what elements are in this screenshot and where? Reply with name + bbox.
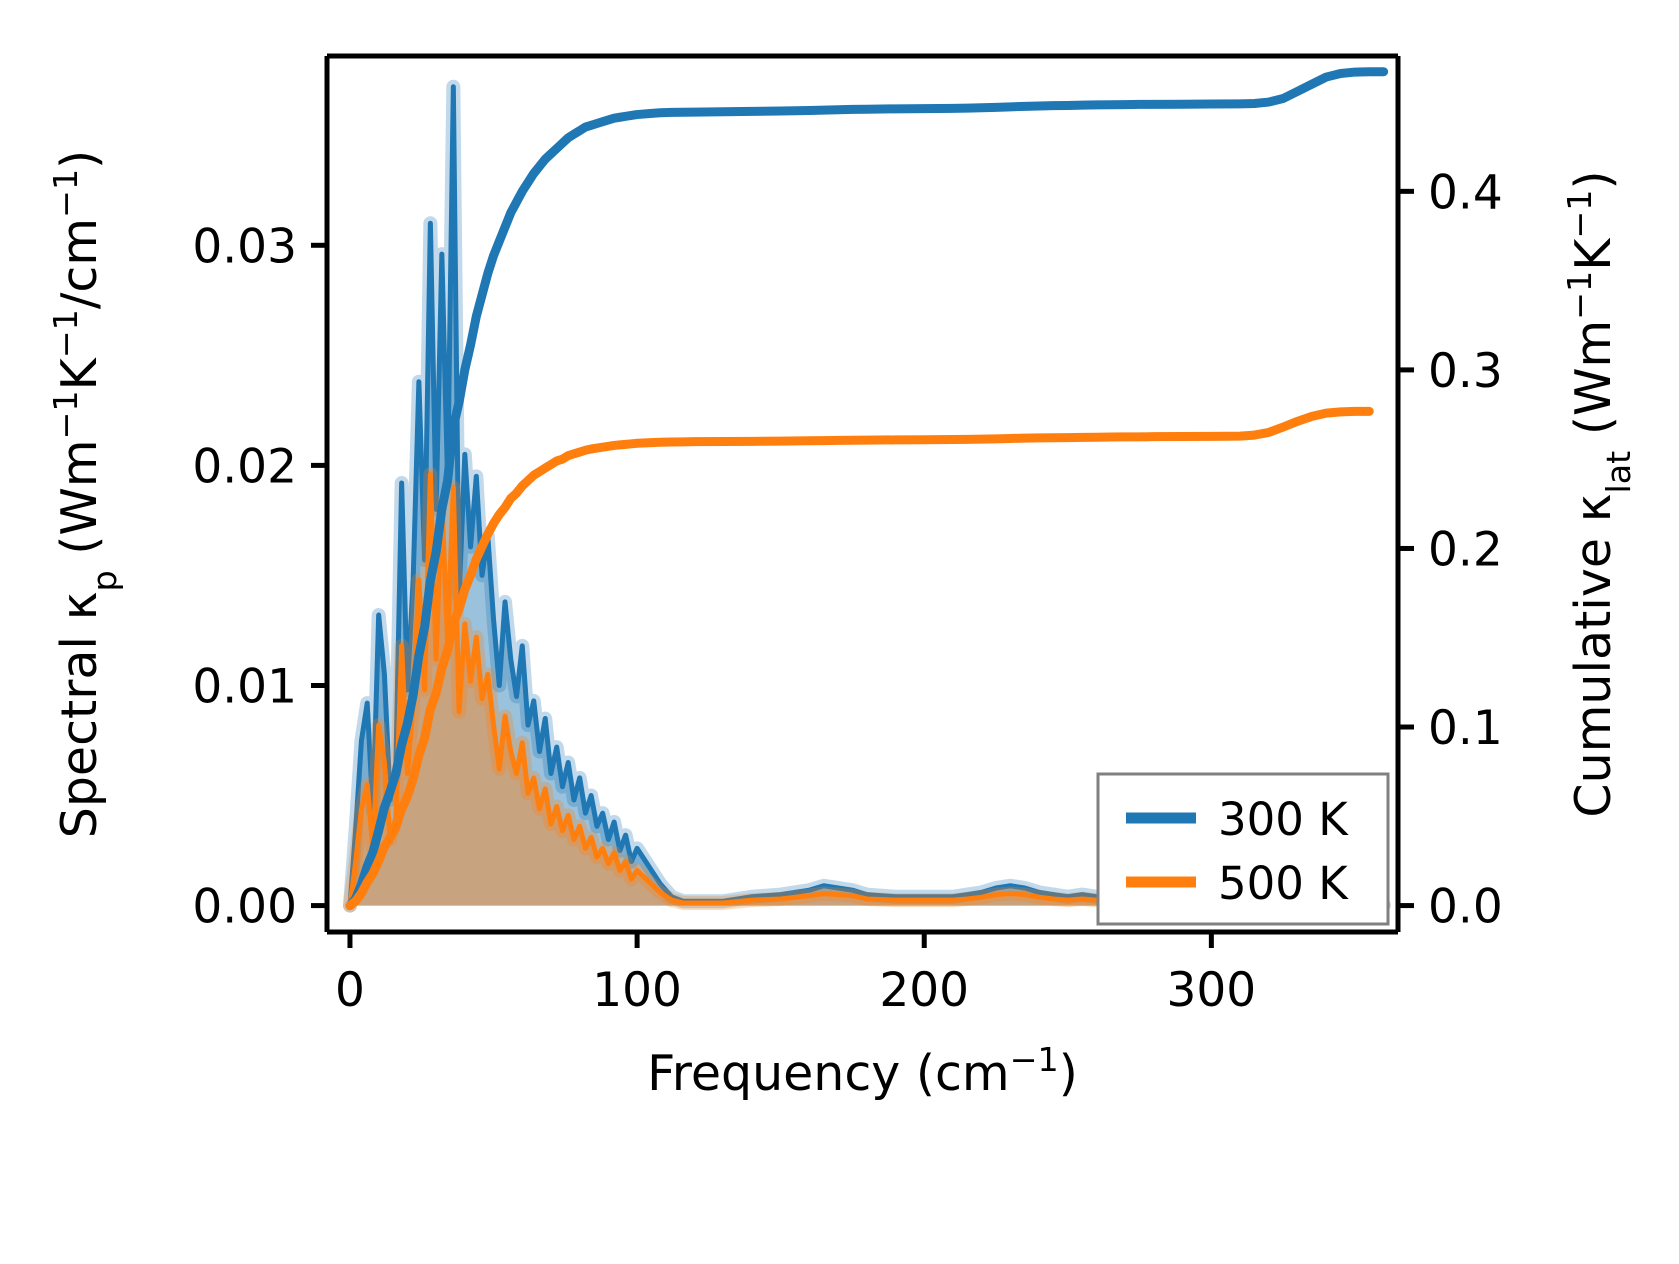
legend-label-1: 500 K [1218, 857, 1349, 910]
cumulative-line-500-k [345, 406, 1374, 911]
y-right-tick-label-3: 0.3 [1428, 344, 1503, 399]
x-tick-label-2: 200 [879, 963, 969, 1018]
cumulative-line-300-k [345, 67, 1389, 911]
x-tick-label-3: 300 [1167, 963, 1257, 1018]
x-axis-label: Frequency (cm−1) [647, 1040, 1078, 1103]
y-left-tick-label-1: 0.01 [192, 659, 297, 714]
y-right-axis-label: Cumulative κlat (Wm−1K−1) [1560, 170, 1638, 817]
y-right-tick-label-2: 0.2 [1428, 522, 1503, 577]
x-tick-label-1: 100 [592, 963, 682, 1018]
legend-label-0: 300 K [1218, 793, 1349, 846]
x-tick-label-0: 0 [335, 963, 365, 1018]
y-left-axis-label: Spectral κp (Wm−1K−1/cm−1) [46, 150, 124, 839]
y-right-tick-label-1: 0.1 [1428, 701, 1503, 756]
y-left-tick-label-3: 0.03 [192, 219, 297, 274]
y-left-tick-label-2: 0.02 [192, 439, 297, 494]
y-right-tick-label-0: 0.0 [1428, 880, 1503, 935]
y-left-tick-label-0: 0.00 [192, 880, 297, 935]
legend-box[interactable] [1096, 772, 1390, 926]
y-right-tick-label-4: 0.4 [1428, 165, 1503, 220]
